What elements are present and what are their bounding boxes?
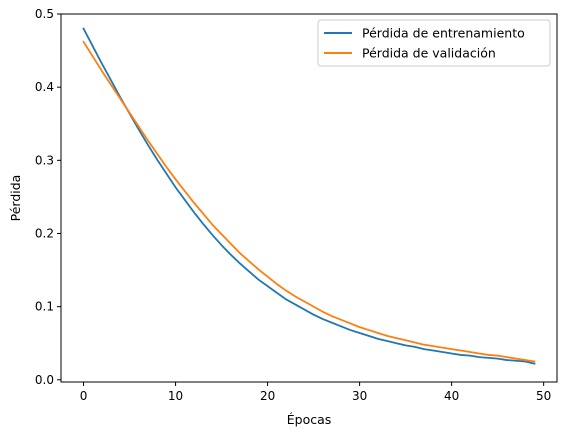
axes-layer: 0 10 20 30 40 50 0.0 0.1 0.2 0.3 0.4 0.5 (35, 7, 558, 403)
legend-frame (317, 19, 551, 67)
series-layer (82, 27, 536, 365)
legend: Pérdida de entrenamiento Pérdida de vali… (317, 19, 551, 67)
legend-label-training: Pérdida de entrenamiento (362, 26, 525, 41)
y-tick-label: 0.4 (35, 80, 54, 94)
x-tick-label: 30 (352, 389, 367, 403)
series-line-training (82, 27, 536, 365)
x-tick-label: 20 (260, 389, 275, 403)
legend-label-validation: Pérdida de validación (362, 46, 496, 61)
y-axis-label: Pérdida (8, 175, 23, 222)
y-tick-label: 0.1 (35, 300, 54, 314)
y-tick-label: 0.5 (35, 7, 54, 21)
x-tick-label: 50 (536, 389, 551, 403)
x-tick-label: 40 (444, 389, 459, 403)
x-tick-label: 0 (80, 389, 88, 403)
plot-frame (60, 13, 558, 383)
y-tick-label: 0.0 (35, 373, 54, 387)
x-tick-label: 10 (168, 389, 183, 403)
series-line-validation (82, 40, 536, 363)
y-tick-label: 0.2 (35, 226, 54, 240)
x-axis-label: Épocas (287, 412, 332, 427)
y-tick-label: 0.3 (35, 153, 54, 167)
